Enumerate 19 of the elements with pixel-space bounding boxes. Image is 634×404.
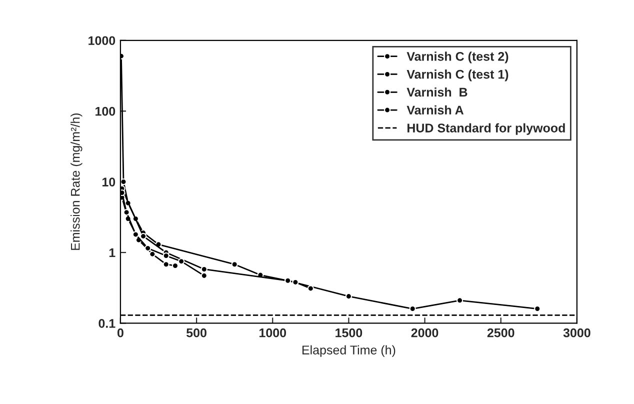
legend-label: Varnish A [406, 105, 464, 115]
y-tick-label: 10 [102, 178, 116, 186]
y-tick-label: 100 [96, 106, 116, 116]
y-axis-title: Emission Rate (mg/m²/h) [70, 113, 82, 250]
y-tick-label: 1 [109, 248, 116, 258]
legend-label: Varnish B [406, 87, 468, 97]
legend-label: Varnish C (test 2) [406, 52, 508, 64]
x-tick-label: 500 [186, 328, 206, 338]
x-tick-label: 2000 [411, 328, 438, 338]
x-tick-label: 1000 [260, 328, 286, 338]
x-tick-label: 1500 [336, 328, 362, 338]
x-tick-label: 2500 [487, 328, 514, 338]
legend-label: Varnish C (test 1) [406, 70, 508, 82]
y-tick-label: 1000 [88, 36, 116, 46]
x-axis-title: Elapsed Time (h) [302, 345, 396, 357]
x-tick-label: 0 [117, 328, 124, 338]
y-tick-label: 0.1 [98, 319, 116, 328]
legend-label: HUD Standard for plywood [408, 123, 565, 135]
x-tick-label: 3000 [563, 328, 590, 338]
